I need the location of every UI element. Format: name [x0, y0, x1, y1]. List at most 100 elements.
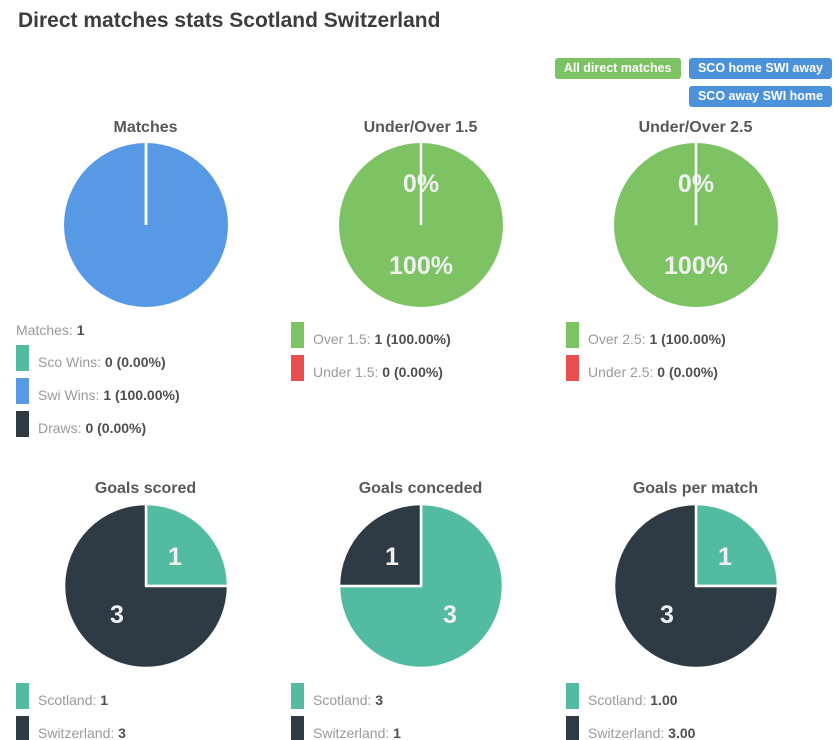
- pie-slice: [337, 502, 504, 670]
- legend-color-swatch: [16, 345, 29, 371]
- legend-label: Switzerland:: [313, 725, 394, 740]
- legend-header: Matches: 1: [16, 322, 283, 338]
- pie-chart: 31: [337, 502, 504, 670]
- chart-under-over-1-5: Under/Over 1.5 100% 0% Over 1.5: 1 (100.0…: [283, 118, 558, 444]
- slice-label: 3: [110, 601, 124, 629]
- slice-label: 0%: [402, 170, 438, 198]
- legend-text: Swi Wins: 1 (100.00%): [38, 387, 180, 404]
- chart-legend: Matches: 1 Sco Wins: 0 (0.00%) Swi Wins: 1…: [8, 322, 283, 437]
- legend-text: Sco Wins: 0 (0.00%): [38, 354, 166, 371]
- charts-grid: Matches Matches: 1 Sco Wins: 0 (0.00%) Swi…: [8, 118, 840, 740]
- legend-value: 1.00: [650, 692, 678, 708]
- slice-label: 3: [660, 601, 674, 629]
- legend-value: 1 (100.00%): [374, 331, 451, 347]
- chart-title: Goals conceded: [358, 480, 483, 497]
- chart-matches: Matches Matches: 1 Sco Wins: 0 (0.00%) Swi…: [8, 118, 283, 444]
- filter-sco-away-swi-home-button[interactable]: SCO away SWI home: [688, 86, 832, 107]
- chart-title: Matches: [113, 119, 178, 136]
- legend-text: Over 2.5: 1 (100.00%): [588, 331, 726, 348]
- legend-text: Switzerland: 1: [313, 725, 401, 740]
- slice-label: 1: [168, 543, 182, 571]
- legend-value: 1 (100.00%): [649, 331, 726, 347]
- legend-item: Scotland: 1: [16, 683, 283, 709]
- legend-item: Switzerland: 1: [291, 716, 558, 740]
- page-title: Direct matches stats Scotland Switzerlan…: [18, 9, 441, 32]
- legend-color-swatch: [566, 683, 579, 709]
- legend-color-swatch: [16, 378, 29, 404]
- pie-slice: [694, 502, 779, 588]
- legend-label: Under 1.5:: [313, 364, 383, 380]
- filter-all-direct-matches-button[interactable]: All direct matches: [554, 58, 681, 79]
- legend-header-label: Matches:: [16, 322, 77, 338]
- legend-item: Sco Wins: 0 (0.00%): [16, 345, 283, 371]
- legend-label: Scotland:: [38, 692, 101, 708]
- legend-color-swatch: [566, 716, 579, 740]
- legend-color-swatch: [291, 322, 304, 348]
- legend-color-swatch: [566, 322, 579, 348]
- legend-value: 1: [100, 692, 109, 708]
- legend-text: Scotland: 1.00: [588, 692, 678, 709]
- legend-value: 3.00: [668, 725, 696, 740]
- legend-item: Draws: 0 (0.00%): [16, 411, 283, 437]
- legend-value: 1: [393, 725, 401, 740]
- legend-text: Switzerland: 3: [38, 725, 126, 740]
- legend-label: Scotland:: [313, 692, 376, 708]
- legend-item: Over 2.5: 1 (100.00%): [566, 322, 833, 348]
- legend-value: 3: [375, 692, 384, 708]
- slice-label: 3: [443, 601, 457, 629]
- legend-color-swatch: [16, 716, 29, 740]
- pie-chart: 100% 0%: [338, 143, 503, 307]
- legend-item: Scotland: 1.00: [566, 683, 833, 709]
- legend-item: Over 1.5: 1 (100.00%): [291, 322, 558, 348]
- chart-goals-scored: Goals scored 1 3 Scotland: 1 Switzerland: …: [8, 479, 283, 740]
- slice-label: 1: [385, 543, 399, 571]
- legend-text: Under 1.5: 0 (0.00%): [313, 364, 443, 381]
- legend-color-swatch: [566, 355, 579, 381]
- filter-buttons-row-2: SCO away SWI home: [551, 86, 832, 107]
- slice-label: 1: [718, 543, 732, 571]
- chart-title: Under/Over 2.5: [638, 119, 753, 136]
- legend-color-swatch: [291, 716, 304, 740]
- chart-legend: Scotland: 1.00 Switzerland: 3.00: [558, 683, 833, 740]
- legend-label: Under 2.5:: [588, 364, 658, 380]
- legend-item: Under 2.5: 0 (0.00%): [566, 355, 833, 381]
- pie-chart: 100% 0%: [613, 143, 778, 307]
- pie-chart: 13: [612, 502, 779, 670]
- legend-label: Switzerland:: [38, 725, 119, 740]
- legend-text: Scotland: 1: [38, 692, 108, 709]
- filter-sco-home-swi-away-button[interactable]: SCO home SWI away: [688, 58, 832, 79]
- chart-legend: Over 2.5: 1 (100.00%) Under 2.5: 0 (0.00%…: [558, 322, 833, 381]
- legend-header-value: 1: [76, 322, 85, 338]
- slice-label: 100%: [664, 252, 728, 280]
- legend-color-swatch: [291, 355, 304, 381]
- legend-text: Under 2.5: 0 (0.00%): [588, 364, 718, 381]
- pie-slice: [144, 502, 229, 588]
- legend-value: 0 (0.00%): [657, 364, 718, 380]
- legend-color-swatch: [16, 683, 29, 709]
- filter-buttons-row-1: All direct matches SCO home SWI away: [551, 58, 832, 79]
- pie-slice: [612, 502, 779, 670]
- legend-value: 0 (0.00%): [382, 364, 443, 380]
- legend-label: Swi Wins:: [38, 387, 104, 403]
- legend-text: Over 1.5: 1 (100.00%): [313, 331, 451, 348]
- legend-label: Over 1.5:: [313, 331, 375, 347]
- legend-label: Switzerland:: [588, 725, 669, 740]
- legend-value: 0 (0.00%): [104, 354, 166, 370]
- filter-buttons: All direct matches SCO home SWI away SCO…: [551, 58, 832, 114]
- chart-title: Goals scored: [94, 480, 197, 497]
- legend-item: Scotland: 3: [291, 683, 558, 709]
- slice-label: 100%: [389, 252, 453, 280]
- legend-color-swatch: [291, 683, 304, 709]
- chart-legend: Scotland: 3 Switzerland: 1: [283, 683, 558, 740]
- chart-title: Under/Over 1.5: [363, 119, 478, 136]
- legend-label: Scotland:: [588, 692, 651, 708]
- legend-value: 3: [118, 725, 126, 740]
- legend-item: Swi Wins: 1 (100.00%): [16, 378, 283, 404]
- legend-value: 0 (0.00%): [85, 420, 147, 436]
- legend-label: Draws:: [38, 420, 86, 436]
- legend-text: Scotland: 3: [313, 692, 383, 709]
- pie-chart: [63, 143, 228, 307]
- chart-legend: Over 1.5: 1 (100.00%) Under 1.5: 0 (0.00%…: [283, 322, 558, 381]
